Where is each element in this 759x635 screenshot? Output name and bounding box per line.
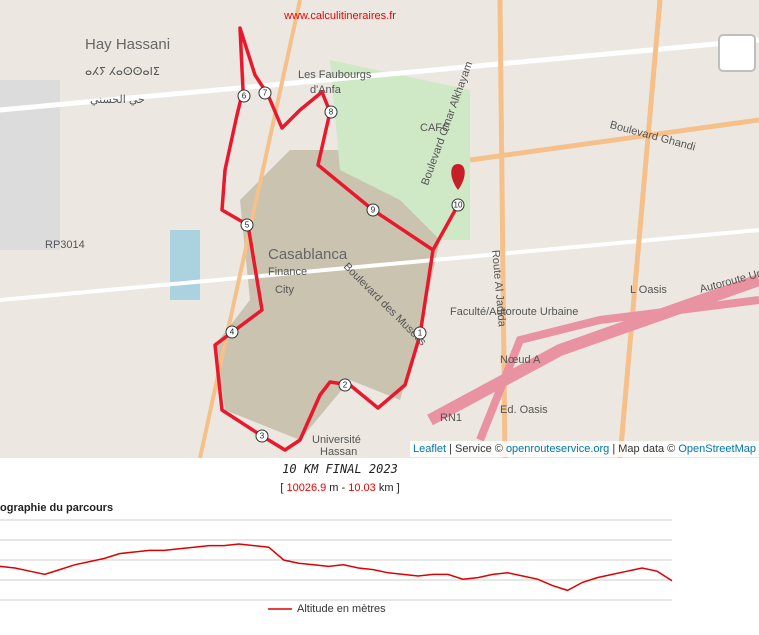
route-marker [237, 89, 251, 103]
road [0, 228, 759, 302]
highway [476, 296, 759, 442]
road [469, 117, 759, 163]
bracket: ] [396, 482, 400, 494]
map-label: حي الحسني [90, 94, 145, 106]
map-label: CAFC [420, 122, 450, 134]
text: | Map data © [609, 443, 679, 455]
road [617, 0, 663, 458]
water [170, 230, 200, 300]
route-marker [255, 429, 269, 443]
route-marker [451, 198, 465, 212]
map-label: Finance [268, 266, 307, 278]
profile-title: ographie du parcours [0, 502, 114, 514]
map-label: L Oasis [630, 284, 667, 296]
route-marker [366, 203, 380, 217]
elevation-line [0, 543, 673, 592]
map-label: ⴰⵃⵢ ⵃⴰⵙⵙⴰⵏⵉ [85, 66, 160, 78]
map-label: Les Faubourgs [298, 69, 372, 81]
end-pin[interactable] [451, 164, 465, 190]
map-label: RN1 [440, 412, 462, 424]
unit: m [329, 482, 339, 494]
legend-label: Altitude en mètres [297, 603, 386, 615]
route-marker [258, 86, 272, 100]
district [215, 150, 440, 440]
attribution: Leaflet | Service © openrouteservice.org… [410, 441, 759, 457]
elevation-chart: Altitude en mètres [0, 519, 673, 615]
marker-label: 1 [418, 329, 423, 338]
meters: 10026.9 [286, 482, 327, 494]
map-label: Casablanca [268, 246, 348, 263]
route-marker [225, 325, 239, 339]
highway [427, 274, 759, 426]
map-label: Hassan [320, 446, 357, 458]
map-label: Nœud A [500, 354, 541, 366]
marker-label: 8 [329, 108, 334, 117]
road [0, 37, 759, 113]
link[interactable]: openrouteservice.org [505, 443, 610, 455]
link[interactable]: OpenStreetMap [678, 443, 756, 455]
marker-label: 10 [454, 201, 463, 210]
unit: km [378, 482, 394, 494]
marker-label: 3 [260, 432, 265, 441]
sep: - [341, 482, 346, 494]
marker-label: 9 [371, 206, 376, 215]
link[interactable]: Leaflet [413, 443, 447, 455]
site-link[interactable]: www.calculitineraires.fr [284, 10, 396, 22]
marker-label: 7 [263, 89, 268, 98]
map-label: Faculté/Autoroute Urbaine [450, 306, 578, 318]
route-marker [338, 378, 352, 392]
text: | Service © [446, 443, 506, 455]
map-label: d'Anfa [310, 84, 342, 96]
marker-label: 2 [343, 381, 348, 390]
layers-button[interactable] [718, 34, 756, 72]
distance: [ 10026.9 m - 10.03 km ] [0, 482, 680, 494]
route-title: 10 KM FINAL 2023 [282, 462, 398, 476]
km: 10.03 [348, 482, 376, 494]
route-marker [413, 326, 427, 340]
marker-label: 6 [242, 92, 247, 101]
park [330, 60, 470, 240]
map-label: Ed. Oasis [500, 404, 548, 416]
map-label: Université [312, 434, 361, 446]
map-label: City [275, 284, 294, 296]
map-label: RP3014 [45, 239, 85, 251]
map[interactable]: Hay Hassani ⴰⵃⵢ ⵃⴰⵙⵙⴰⵏⵉ حي الحسني Les Faubo… [0, 0, 759, 458]
bracket: [ [280, 482, 284, 494]
marker-label: 4 [230, 328, 235, 337]
map-label: Hay Hassani [85, 36, 170, 53]
marker-label: 5 [245, 221, 250, 230]
route-marker [324, 105, 338, 119]
route-marker [240, 218, 254, 232]
